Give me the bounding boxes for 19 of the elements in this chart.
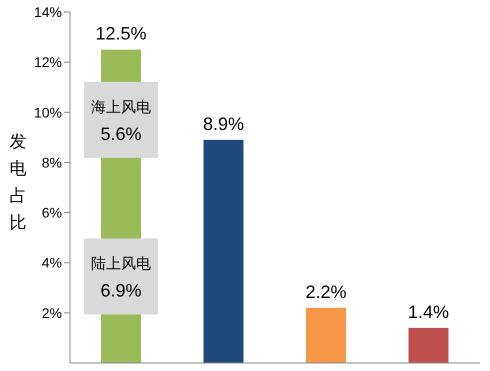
- series-label: 陆上风电: [91, 256, 151, 273]
- y-tick-label: 12%: [34, 54, 62, 70]
- series-label: 海上风电: [91, 98, 151, 116]
- y-axis-title: 发电占比: [8, 131, 28, 234]
- bar: [204, 140, 244, 363]
- total-label: 12.5%: [95, 24, 147, 44]
- bar: [408, 328, 448, 363]
- y-tick-label: 2%: [42, 304, 62, 321]
- y-tick-label: 4%: [42, 254, 62, 271]
- data-label: 2.2%: [305, 282, 347, 302]
- y-tick-label: 10%: [34, 104, 62, 120]
- y-tick-label: 14%: [34, 4, 62, 20]
- y-tick-label: 8%: [42, 154, 62, 170]
- data-label: 1.4%: [408, 302, 450, 322]
- y-tick-label: 6%: [42, 204, 62, 221]
- data-label: 6.9%: [100, 280, 142, 301]
- data-label: 8.9%: [202, 114, 244, 134]
- data-label: 5.6%: [100, 124, 142, 144]
- bar: [306, 308, 346, 363]
